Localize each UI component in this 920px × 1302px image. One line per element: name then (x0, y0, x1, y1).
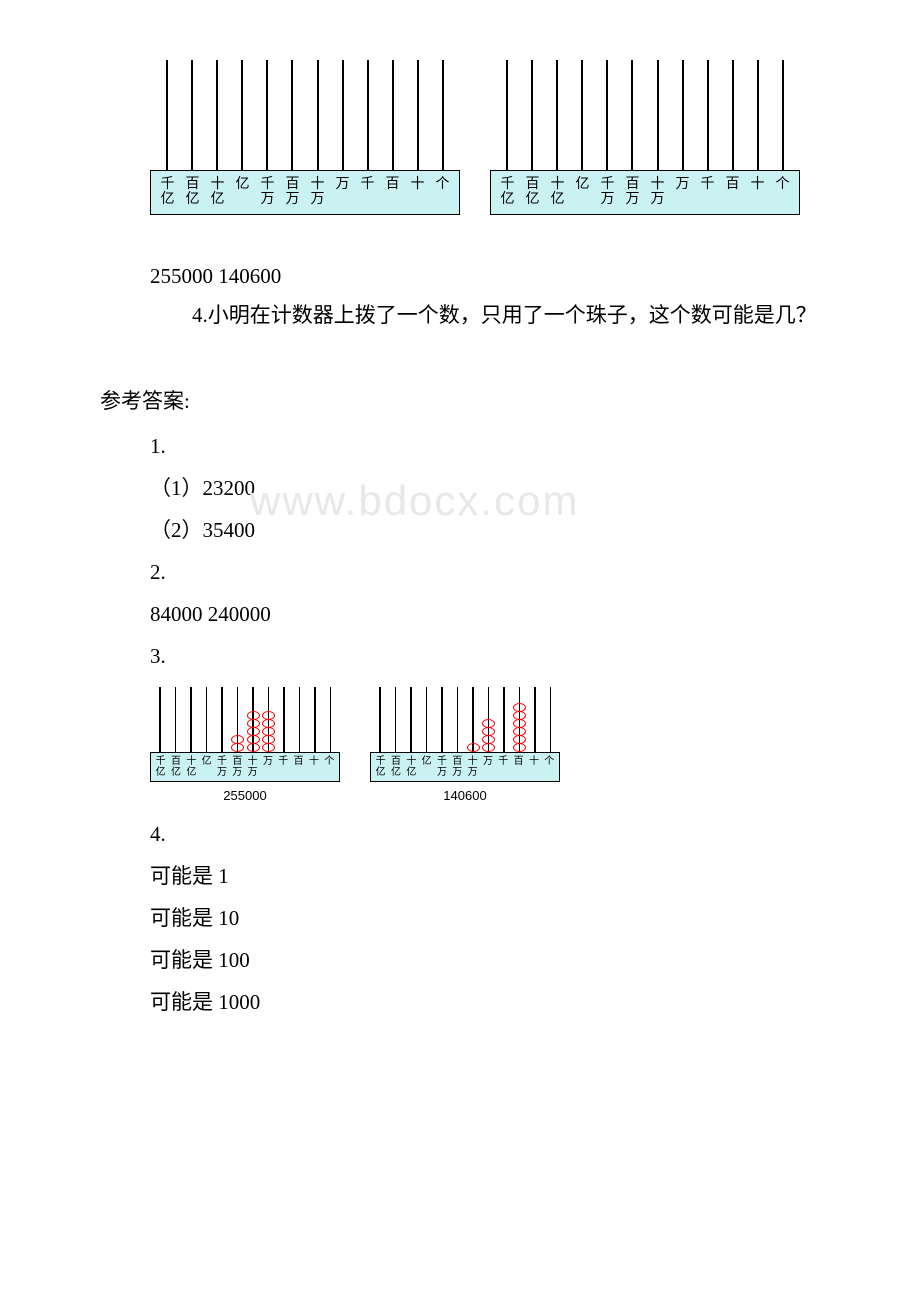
ans-2-line: 84000 240000 (150, 593, 820, 635)
ans-1-2: （2）35400 (150, 509, 820, 551)
small-rods-2 (370, 687, 560, 752)
ans-4-4: 可能是 1000 (150, 981, 820, 1023)
answers-header: 参考答案: (100, 385, 820, 415)
abacus-empty-2: 千 亿百 亿 十 亿亿 千 万百 万 十 万万 千百 十个 (490, 60, 800, 215)
small-label-1: 255000 (223, 788, 266, 803)
small-base-1: 千 亿百 亿十 亿亿千 万百 万十 万万千百十个 (150, 752, 340, 782)
ans-2: 2. (150, 551, 820, 593)
abacus-row-top: 千 亿百 亿 十 亿亿 千 万百 万 十 万万 千百 十个 千 亿百 亿 十 亿… (150, 60, 820, 215)
abacus-empty-1: 千 亿百 亿 十 亿亿 千 万百 万 十 万万 千百 十个 (150, 60, 460, 215)
small-abacus-2: 千 亿百 亿十 亿亿千 万百 万十 万万千百十个 140600 (370, 687, 560, 803)
small-abacus-row: 千 亿百 亿十 亿亿千 万百 万十 万万千百十个 255000 千 亿百 亿十 … (150, 687, 820, 803)
ans-1: 1. (150, 425, 820, 467)
q3-numbers: 255000 140600 (150, 255, 820, 297)
small-label-2: 140600 (443, 788, 486, 803)
abacus-base-1: 千 亿百 亿 十 亿亿 千 万百 万 十 万万 千百 十个 (150, 170, 460, 215)
ans-1-1: （1）23200 (150, 467, 820, 509)
question-4: 4.小明在计数器上拨了一个数，只用了一个珠子，这个数可能是几？ (150, 297, 820, 335)
ans-4-3: 可能是 100 (150, 939, 820, 981)
abacus-base-2: 千 亿百 亿 十 亿亿 千 万百 万 十 万万 千百 十个 (490, 170, 800, 215)
abacus-rods (490, 60, 800, 170)
small-abacus-1: 千 亿百 亿十 亿亿千 万百 万十 万万千百十个 255000 (150, 687, 340, 803)
ans-4-2: 可能是 10 (150, 897, 820, 939)
small-rods-1 (150, 687, 340, 752)
abacus-rods (150, 60, 460, 170)
ans-3: 3. (150, 635, 820, 677)
ans-4: 4. (150, 813, 820, 855)
small-base-2: 千 亿百 亿十 亿亿千 万百 万十 万万千百十个 (370, 752, 560, 782)
ans-4-1: 可能是 1 (150, 855, 820, 897)
